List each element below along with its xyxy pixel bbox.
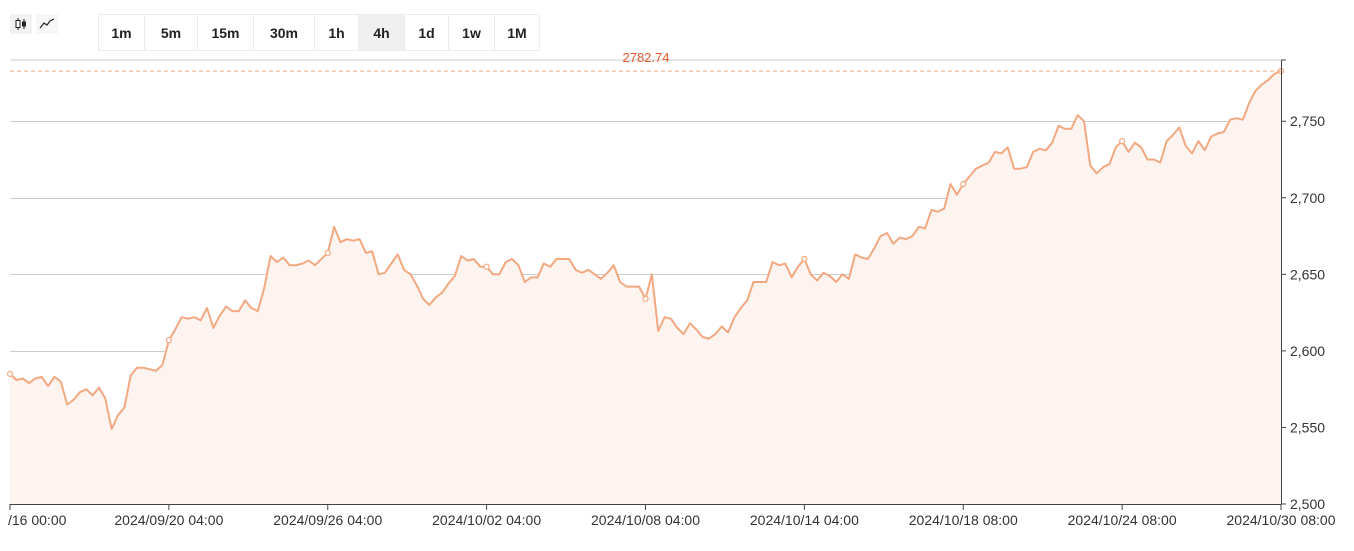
data-point-marker	[801, 255, 808, 263]
x-tick-label: 2024/10/24 08:00	[1068, 512, 1177, 528]
x-tick-label: 2024/09/20 04:00	[114, 512, 223, 528]
data-point-marker	[324, 249, 331, 257]
x-tick-label: /16 00:00	[8, 512, 67, 528]
data-point-marker	[165, 337, 172, 344]
timeframe-1h[interactable]: 1h	[315, 15, 359, 50]
last-price-label: 2782.74	[623, 50, 670, 65]
markers	[6, 68, 1285, 377]
candlestick-icon	[15, 18, 26, 30]
timeframe-1w[interactable]: 1w	[449, 15, 495, 50]
y-tick-label: 2,600	[1290, 343, 1325, 359]
timeframe-4h[interactable]: 4h	[359, 15, 405, 50]
x-tick-label: 2024/10/30 08:00	[1227, 512, 1336, 528]
x-tick-label: 2024/10/14 04:00	[750, 512, 859, 528]
timeframe-selector: 1m 5m 15m 30m 1h 4h 1d 1w 1M	[98, 14, 540, 51]
price-area	[10, 71, 1281, 504]
axes: 2,500 2,550 2,600 2,650 2,700 2,750/16 00:00 2…	[8, 59, 1336, 528]
y-tick-label: 2,700	[1290, 190, 1325, 206]
timeframe-1d[interactable]: 1d	[405, 15, 449, 50]
y-tick-label: 2,550	[1290, 419, 1325, 435]
x-tick-label: 2024/10/08 04:00	[591, 512, 700, 528]
timeframe-1m-month[interactable]: 1M	[507, 24, 527, 41]
timeframe-5m[interactable]: 5m	[145, 15, 198, 50]
x-tick-label: 2024/10/18 08:00	[909, 512, 1018, 528]
timeframe-1m[interactable]: 1m	[99, 15, 145, 50]
y-tick-label: 2,750	[1290, 113, 1325, 129]
timeframe-30m[interactable]: 30m	[254, 15, 315, 50]
last-price-indicator: 2782.74	[10, 50, 1281, 72]
line-chart-button[interactable]	[36, 14, 58, 34]
x-tick-label: 2024/10/02 04:00	[432, 512, 541, 528]
y-tick-label: 2,650	[1290, 266, 1325, 282]
candlestick-chart-button[interactable]	[10, 14, 32, 34]
data-point-marker	[960, 180, 967, 188]
data-point-marker	[642, 295, 649, 302]
y-tick-label: 2,500	[1290, 496, 1325, 512]
timeframe-15m[interactable]: 15m	[198, 15, 254, 50]
line-chart-icon	[39, 18, 55, 29]
data-point-marker	[1119, 138, 1126, 145]
data-point-marker	[483, 263, 490, 270]
x-tick-label: 2024/09/26 04:00	[273, 512, 382, 528]
data-point-marker	[6, 370, 14, 377]
